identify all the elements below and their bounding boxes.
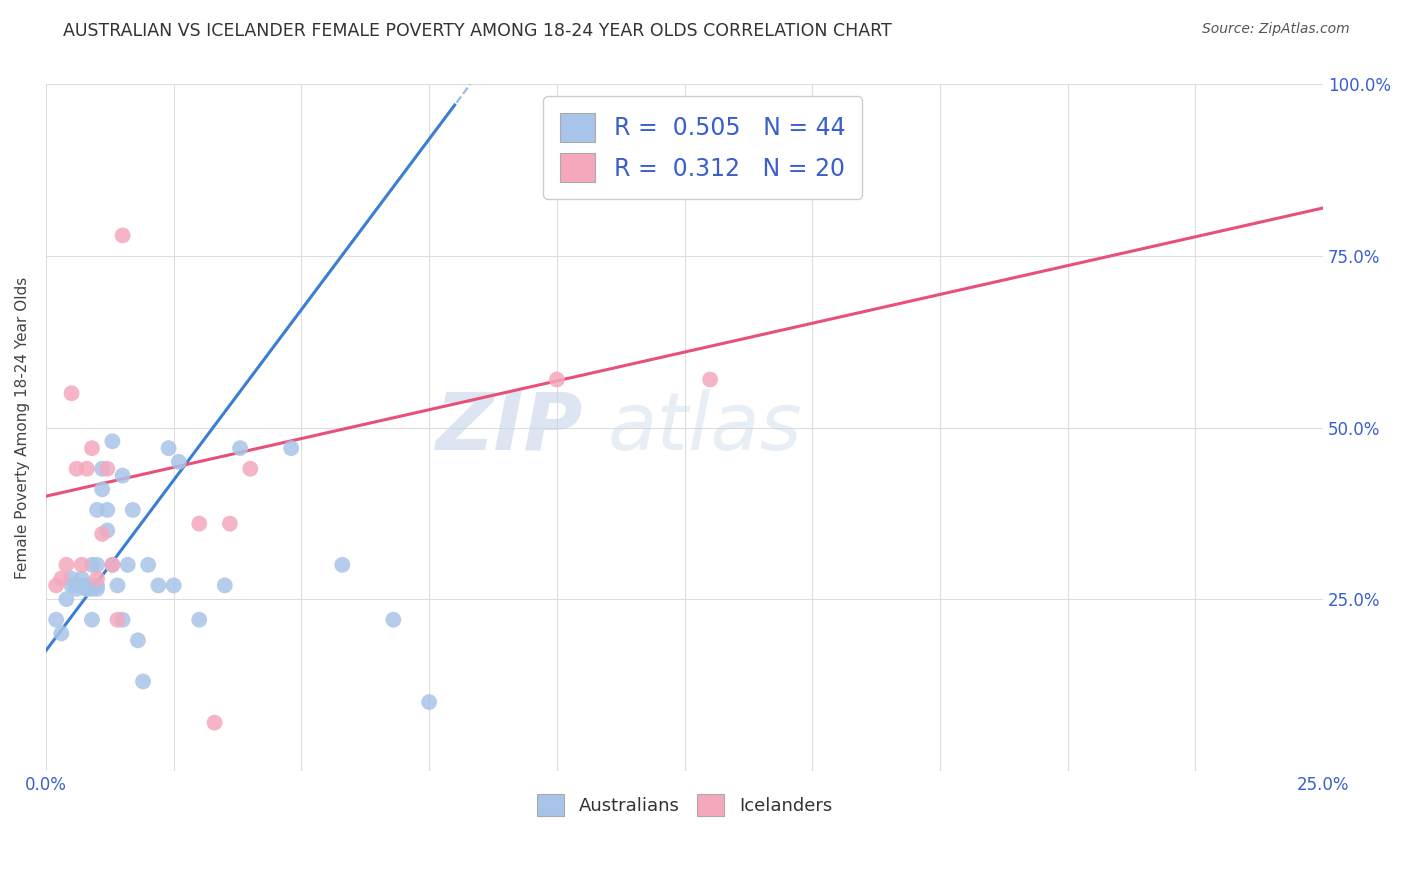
Point	[55, 592, 77, 607]
Point	[111, 613, 134, 627]
Point	[86, 572, 108, 586]
Point	[86, 558, 108, 572]
Point	[280, 441, 302, 455]
Point	[76, 582, 98, 596]
Point	[96, 524, 118, 538]
Point	[91, 461, 114, 475]
Point	[70, 578, 93, 592]
Point	[219, 516, 242, 531]
Point	[107, 578, 129, 592]
Point	[80, 582, 103, 596]
Text: atlas: atlas	[607, 389, 803, 467]
Text: AUSTRALIAN VS ICELANDER FEMALE POVERTY AMONG 18-24 YEAR OLDS CORRELATION CHART: AUSTRALIAN VS ICELANDER FEMALE POVERTY A…	[63, 22, 891, 40]
Point	[546, 372, 568, 386]
Point	[239, 461, 262, 475]
Point	[45, 578, 67, 592]
Point	[214, 578, 236, 592]
Point	[188, 613, 211, 627]
Point	[136, 558, 159, 572]
Point	[101, 434, 124, 449]
Point	[132, 674, 155, 689]
Point	[699, 372, 721, 386]
Point	[60, 578, 83, 592]
Point	[96, 461, 118, 475]
Text: Source: ZipAtlas.com: Source: ZipAtlas.com	[1202, 22, 1350, 37]
Point	[86, 582, 108, 596]
Point	[80, 558, 103, 572]
Point	[204, 715, 226, 730]
Point	[229, 441, 252, 455]
Legend: Australians, Icelanders: Australians, Icelanders	[530, 787, 839, 823]
Point	[65, 582, 87, 596]
Point	[188, 516, 211, 531]
Point	[60, 386, 83, 401]
Point	[45, 613, 67, 627]
Point	[91, 483, 114, 497]
Point	[65, 461, 87, 475]
Point	[80, 613, 103, 627]
Point	[167, 455, 190, 469]
Point	[148, 578, 170, 592]
Point	[70, 558, 93, 572]
Point	[51, 572, 73, 586]
Point	[55, 558, 77, 572]
Point	[76, 582, 98, 596]
Point	[127, 633, 149, 648]
Point	[65, 578, 87, 592]
Point	[101, 558, 124, 572]
Point	[157, 441, 180, 455]
Point	[91, 527, 114, 541]
Point	[418, 695, 440, 709]
Point	[70, 572, 93, 586]
Point	[382, 613, 405, 627]
Point	[121, 503, 143, 517]
Point	[76, 578, 98, 592]
Point	[51, 626, 73, 640]
Point	[96, 503, 118, 517]
Point	[86, 578, 108, 592]
Point	[117, 558, 139, 572]
Point	[111, 468, 134, 483]
Point	[163, 578, 186, 592]
Point	[60, 572, 83, 586]
Point	[86, 503, 108, 517]
Point	[76, 461, 98, 475]
Point	[80, 441, 103, 455]
Point	[107, 613, 129, 627]
Text: ZIP: ZIP	[434, 389, 582, 467]
Point	[101, 558, 124, 572]
Y-axis label: Female Poverty Among 18-24 Year Olds: Female Poverty Among 18-24 Year Olds	[15, 277, 30, 579]
Point	[330, 558, 353, 572]
Point	[111, 228, 134, 243]
